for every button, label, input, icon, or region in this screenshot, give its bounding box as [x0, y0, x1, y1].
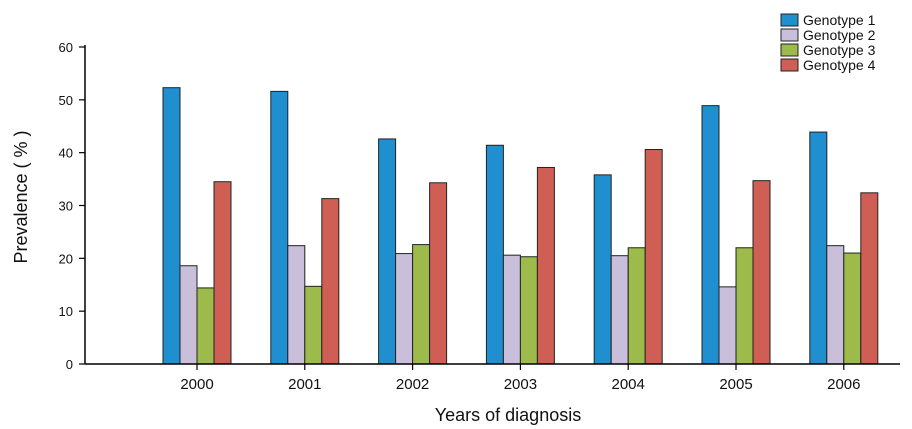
y-tick-label-40: 40	[59, 146, 73, 161]
y-tick-label-50: 50	[59, 93, 73, 108]
bars-group	[162, 87, 879, 365]
bar-2001-genotype-2	[287, 245, 306, 365]
bar-2002-genotype-3	[412, 244, 431, 365]
legend-label-genotype-1: Genotype 1	[803, 12, 876, 28]
bar-2004-genotype-4	[644, 148, 663, 365]
x-tick-label-2005: 2005	[719, 376, 752, 393]
bar-2006-genotype-4	[860, 192, 879, 365]
bar-2004-genotype-2	[610, 255, 629, 365]
legend-swatch-genotype-2	[780, 28, 799, 42]
bar-2001-genotype-1	[270, 90, 289, 365]
bar-2000-genotype-2	[179, 265, 198, 365]
bar-2006-genotype-2	[826, 245, 845, 365]
legend-swatch-genotype-3	[780, 43, 799, 57]
bar-2003-genotype-1	[485, 144, 504, 365]
bar-2000-genotype-3	[196, 287, 215, 365]
bar-2006-genotype-3	[843, 252, 862, 365]
bar-2000-genotype-1	[162, 87, 181, 365]
x-tick-label-2006: 2006	[827, 376, 860, 393]
legend-label-genotype-2: Genotype 2	[803, 27, 876, 43]
bar-2005-genotype-3	[735, 247, 754, 365]
bar-2005-genotype-4	[752, 180, 771, 365]
bar-2001-genotype-3	[304, 285, 323, 365]
axes-group: 0 10 20 30 40 50 60 2000 2001 2002 2003 2004 2005 200…	[59, 40, 900, 393]
bar-2000-genotype-4	[213, 181, 232, 365]
y-tick-label-10: 10	[59, 304, 73, 319]
legend-swatch-genotype-4	[780, 58, 799, 72]
bar-2002-genotype-4	[429, 182, 448, 365]
bar-2004-genotype-3	[627, 247, 646, 365]
y-tick-label-30: 30	[59, 199, 73, 214]
bar-2003-genotype-2	[502, 254, 521, 365]
bar-2005-genotype-1	[701, 105, 720, 365]
y-tick-label-60: 60	[59, 40, 73, 55]
legend-label-genotype-4: Genotype 4	[803, 57, 876, 73]
y-axis-label: Prevalence ( % )	[11, 130, 31, 263]
x-tick-label-2000: 2000	[180, 376, 213, 393]
y-tick-label-0: 0	[66, 357, 73, 372]
x-tick-label-2001: 2001	[288, 376, 321, 393]
x-tick-label-2003: 2003	[504, 376, 537, 393]
legend-swatch-genotype-1	[780, 13, 799, 27]
bar-2006-genotype-1	[809, 131, 828, 365]
x-tick-label-2004: 2004	[612, 376, 645, 393]
bar-2002-genotype-2	[395, 253, 414, 365]
bar-2001-genotype-4	[321, 198, 340, 365]
bar-2005-genotype-2	[718, 286, 737, 365]
bar-2003-genotype-4	[536, 166, 555, 365]
bar-2004-genotype-1	[593, 174, 612, 365]
legend-label-genotype-3: Genotype 3	[803, 42, 876, 58]
x-tick-label-2002: 2002	[396, 376, 429, 393]
bar-2003-genotype-3	[519, 256, 538, 365]
bar-2002-genotype-1	[378, 138, 397, 365]
y-tick-label-20: 20	[59, 251, 73, 266]
x-axis-label: Years of diagnosis	[435, 405, 581, 425]
